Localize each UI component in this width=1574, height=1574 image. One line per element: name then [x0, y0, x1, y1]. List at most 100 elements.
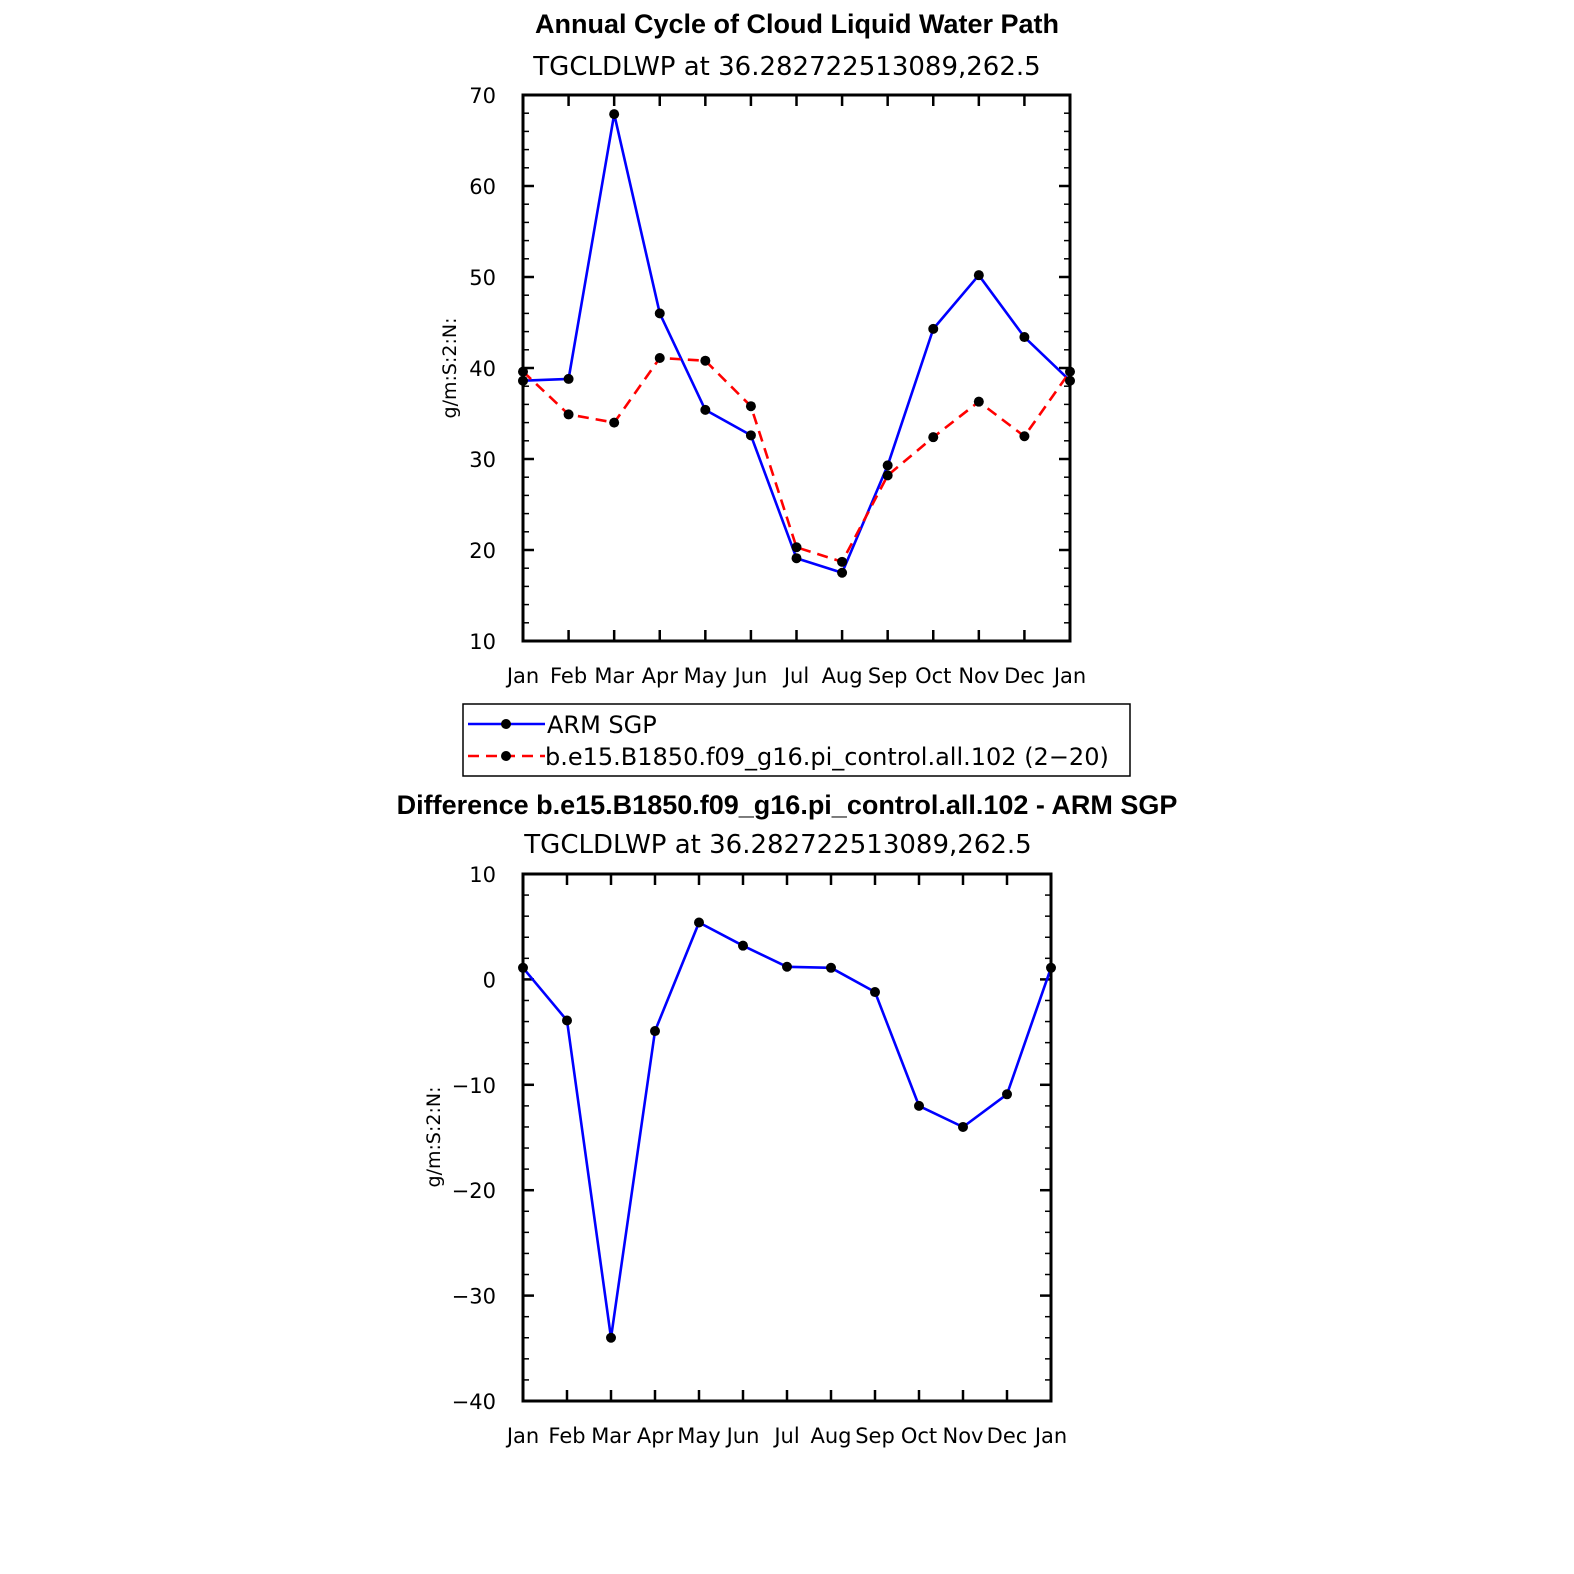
y-tick-label: −40 — [452, 1390, 496, 1414]
chart-subtitle: TGCLDLWP at 36.282722513089,262.5 — [523, 830, 1031, 860]
y-tick-label: 10 — [469, 863, 496, 887]
data-point-s0-4 — [694, 917, 704, 928]
x-tick-label: Dec — [1004, 664, 1045, 688]
y-tick-label: 40 — [469, 357, 496, 381]
y-tick-labels: 10 20 30 40 50 60 70 — [469, 84, 496, 654]
legend-entry-arm-sgp: ARM SGP — [468, 711, 657, 739]
x-tick-label: Mar — [591, 1424, 631, 1448]
x-tick-label: Mar — [594, 664, 634, 688]
y-axis-label: g/m:S:2:N: — [423, 1087, 445, 1188]
data-point-s1-5 — [745, 401, 756, 412]
x-tick-label: Oct — [915, 664, 951, 688]
plot-frame — [521, 93, 1072, 643]
chart-title: Difference b.e15.B1850.f09_g16.pi_contro… — [397, 790, 1178, 820]
data-point-s0-10 — [958, 1121, 968, 1132]
x-tick-labels: Jan Feb Mar Apr May Jun Jul Aug Sep Oct Nov Dec Jan — [505, 1424, 1067, 1448]
data-point-s1-11 — [1019, 431, 1030, 442]
x-tick-labels: Jan Feb Mar Apr May Jun Jul Aug Sep Oct Nov Dec Jan — [505, 664, 1086, 688]
y-tick-label: 30 — [469, 448, 496, 472]
data-point-s1-4 — [700, 355, 711, 366]
x-tick-label: Feb — [548, 1424, 585, 1448]
series-line-1 — [522, 356, 1072, 564]
x-tick-label: Jan — [1052, 664, 1086, 688]
y-tick-label: −20 — [452, 1179, 496, 1203]
series-lines — [518, 109, 1075, 578]
data-point-s1-8 — [882, 470, 893, 481]
series-lines — [518, 917, 1056, 1343]
data-point-s0-1 — [563, 373, 574, 384]
data-point-s1-2 — [609, 417, 620, 428]
data-point-s1-3 — [654, 352, 665, 363]
x-tick-label: Apr — [637, 1424, 674, 1448]
data-point-s0-3 — [654, 308, 665, 319]
series-line-0 — [522, 112, 1071, 575]
data-point-s0-5 — [738, 940, 748, 951]
x-tick-label: Dec — [987, 1424, 1028, 1448]
data-point-s1-1 — [563, 409, 574, 420]
y-tick-label: 20 — [469, 539, 496, 563]
difference-chart: Difference b.e15.B1850.f09_g16.pi_contro… — [397, 790, 1178, 1448]
data-point-s0-7 — [837, 567, 848, 578]
data-point-s0-5 — [745, 430, 756, 441]
data-point-s0-8 — [882, 460, 893, 471]
data-point-s0-6 — [782, 961, 792, 972]
legend-box — [462, 703, 1131, 777]
chart-title: Annual Cycle of Cloud Liquid Water Path — [535, 9, 1059, 39]
data-point-s0-7 — [826, 962, 836, 973]
x-tick-label: Jan — [1033, 1424, 1067, 1448]
x-tick-label: Nov — [943, 1424, 984, 1448]
legend-label-arm-sgp: ARM SGP — [547, 711, 657, 739]
legend-label-model: b.e15.B1850.f09_g16.pi_control.all.102 (… — [545, 743, 1109, 771]
x-tick-label: Feb — [550, 664, 587, 688]
x-tick-label: Nov — [958, 664, 999, 688]
data-point-s1-6 — [791, 542, 802, 553]
x-tick-label: May — [677, 1424, 720, 1448]
legend-marker-arm-sgp — [501, 719, 511, 729]
data-point-s0-8 — [870, 987, 880, 998]
annual-cycle-chart: Annual Cycle of Cloud Liquid Water Path … — [439, 9, 1086, 688]
data-point-s0-11 — [1002, 1089, 1012, 1100]
data-point-s0-9 — [914, 1100, 924, 1111]
data-point-s1-7 — [837, 556, 848, 567]
x-tick-label: Sep — [868, 664, 908, 688]
y-tick-label: −10 — [452, 1074, 496, 1098]
data-point-s0-10 — [973, 270, 984, 281]
x-tick-label: Jul — [772, 1424, 799, 1448]
x-tick-label: Sep — [855, 1424, 895, 1448]
x-tick-label: Jul — [782, 664, 809, 688]
x-tick-label: Jun — [733, 664, 768, 688]
y-tick-label: 10 — [469, 630, 496, 654]
data-point-s0-2 — [606, 1332, 616, 1343]
data-point-s0-11 — [1019, 332, 1030, 343]
data-point-s1-10 — [973, 396, 984, 407]
plot-frame — [521, 872, 1053, 1403]
data-point-s0-9 — [928, 323, 939, 334]
y-tick-label: 0 — [483, 968, 496, 992]
chart-subtitle: TGCLDLWP at 36.282722513089,262.5 — [532, 52, 1040, 82]
y-tick-label: 70 — [469, 84, 496, 108]
x-tick-label: Aug — [810, 1424, 851, 1448]
legend-entry-model: b.e15.B1850.f09_g16.pi_control.all.102 (… — [468, 743, 1109, 771]
y-axis-label: g/m:S:2:N: — [439, 318, 461, 419]
y-tick-labels: −40 −30 −20 −10 0 10 — [452, 863, 496, 1414]
data-point-s0-6 — [791, 553, 802, 564]
data-point-s1-9 — [928, 432, 939, 443]
legend: ARM SGP b.e15.B1850.f09_g16.pi_control.a… — [462, 703, 1131, 777]
x-tick-label: Jan — [505, 1424, 539, 1448]
y-tick-label: 50 — [469, 266, 496, 290]
legend-marker-model — [501, 751, 511, 761]
data-point-s0-4 — [700, 404, 711, 415]
data-point-s0-2 — [609, 109, 620, 120]
x-tick-label: Oct — [901, 1424, 937, 1448]
data-point-s0-1 — [562, 1015, 572, 1026]
x-tick-label: Jun — [725, 1424, 760, 1448]
axis-ticks — [521, 872, 1053, 1403]
x-tick-label: Jan — [505, 664, 539, 688]
x-tick-label: Aug — [822, 664, 863, 688]
series-line-0 — [522, 921, 1053, 1340]
data-point-s0-3 — [650, 1026, 660, 1037]
y-tick-label: 60 — [469, 175, 496, 199]
x-tick-label: May — [684, 664, 727, 688]
y-tick-label: −30 — [452, 1285, 496, 1309]
